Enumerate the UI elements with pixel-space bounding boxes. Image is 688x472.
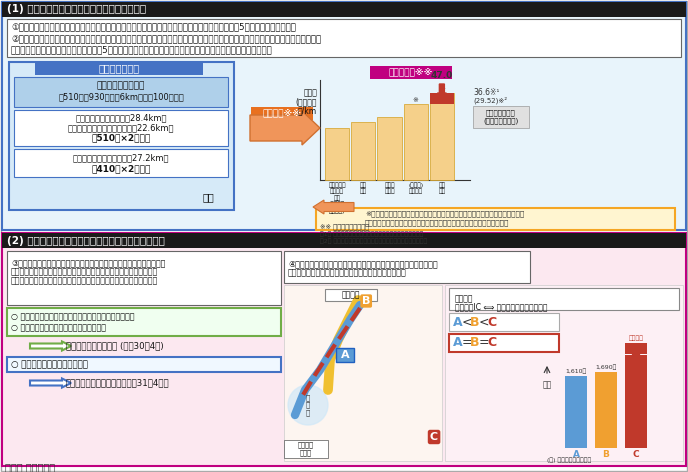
Text: ○ 大阪府道路公社・南阪奈有料道路及び堺泉北有料道路: ○ 大阪府道路公社・南阪奈有料道路及び堺泉北有料道路 [11, 312, 134, 321]
Text: =: = [462, 337, 473, 349]
FancyBboxPatch shape [7, 251, 281, 305]
FancyBboxPatch shape [595, 372, 617, 448]
FancyBboxPatch shape [625, 343, 647, 354]
FancyBboxPatch shape [430, 93, 454, 104]
FancyBboxPatch shape [284, 440, 328, 458]
FancyBboxPatch shape [14, 110, 228, 146]
FancyBboxPatch shape [378, 117, 402, 180]
FancyArrow shape [438, 84, 447, 98]
Text: 西名
阪道: 西名 阪道 [360, 182, 367, 194]
Text: 阪神高速
環状線: 阪神高速 環状線 [298, 442, 314, 456]
Text: ②阪神高速については、関係自治体の提案を踏まえ、淀川左岸線延伸部及び大阪湾岸道路西伸部の整備に必要な財源確保の観点から、: ②阪神高速については、関係自治体の提案を踏まえ、淀川左岸線延伸部及び大阪湾岸道路… [11, 34, 321, 43]
FancyArrow shape [313, 200, 354, 214]
Text: ①料金水準を現行の高速自動車国道の大都市近郊区間を基本とする対距離制を導入し、車種区分を5車種区分に統一する。: ①料金水準を現行の高速自動車国道の大都市近郊区間を基本とする対距離制を導入し、車… [11, 23, 296, 32]
Text: 高速自動車国道
(大都市近郊区間): 高速自動車国道 (大都市近郊区間) [484, 110, 519, 124]
Text: 関係自治体の提案を踏まえ、様々な工夫を行いつつ、必要な料金を設定: 関係自治体の提案を踏まえ、様々な工夫を行いつつ、必要な料金を設定 [365, 219, 509, 226]
FancyArrow shape [30, 342, 71, 351]
FancyBboxPatch shape [325, 289, 377, 301]
Text: 引き下げ: 引き下げ [629, 336, 643, 341]
FancyBboxPatch shape [316, 208, 675, 230]
Text: (2) 管理主体の統一も含めた継ぎ目のない料金の実現: (2) 管理主体の統一も含めた継ぎ目のない料金の実現 [7, 236, 165, 245]
Text: 2,060円: 2,060円 [625, 348, 647, 354]
FancyBboxPatch shape [2, 2, 686, 17]
Text: ＜410円×2区間＞: ＜410円×2区間＞ [92, 165, 151, 174]
Text: C: C [430, 432, 438, 442]
Text: 阪神高速（阪神圏）: 阪神高速（阪神圏） [97, 82, 145, 91]
FancyBboxPatch shape [473, 106, 529, 128]
Text: 京都市に移管して無料に（平成31年4月）: 京都市に移管して無料に（平成31年4月） [66, 379, 170, 388]
FancyBboxPatch shape [404, 104, 428, 180]
Text: 近畿道
阪和道: 近畿道 阪和道 [384, 182, 395, 194]
Text: など: など [203, 192, 215, 202]
Text: 近畿道（吹田～松原）（28.4km）: 近畿道（吹田～松原）（28.4km） [75, 113, 166, 123]
FancyBboxPatch shape [7, 19, 681, 57]
Text: B: B [603, 450, 610, 459]
FancyBboxPatch shape [7, 308, 281, 336]
Text: =: = [479, 337, 490, 349]
FancyArrow shape [250, 111, 320, 145]
FancyBboxPatch shape [2, 233, 686, 466]
Text: ※: ※ [413, 97, 418, 103]
Text: 有料道路事業について、事業費の概ね5割を確保するために、様々な工夫を行いつつ、必要な料金を設定する。: 有料道路事業について、事業費の概ね5割を確保するために、様々な工夫を行いつつ、必… [11, 45, 272, 54]
FancyArrow shape [630, 354, 641, 369]
Text: A: A [341, 350, 350, 360]
FancyBboxPatch shape [370, 66, 452, 79]
Text: 第二
京阪: 第二 京阪 [438, 182, 445, 194]
FancyBboxPatch shape [449, 288, 679, 310]
Text: 47.0: 47.0 [431, 71, 453, 80]
Text: <: < [462, 315, 473, 329]
Text: 枚方学研: 枚方学研 [342, 290, 361, 300]
Text: 点から、地方の意向を踏まえ、高速道路会社での一元的管理を行う。: 点から、地方の意向を踏まえ、高速道路会社での一元的管理を行う。 [11, 276, 158, 285]
Text: 資料） 国土交通省: 資料） 国土交通省 [5, 462, 55, 472]
Text: B: B [362, 296, 370, 306]
Text: (注) 料金は普通車の場合: (注) 料金は普通車の場合 [547, 457, 591, 463]
FancyBboxPatch shape [351, 122, 376, 180]
Text: ○ 阪神高速・京都線の油小路線・斜久世橋: ○ 阪神高速・京都線の油小路線・斜久世橋 [11, 323, 106, 332]
Text: ○ 阪神高速・京都線の新十条通: ○ 阪神高速・京都線の新十条通 [11, 360, 88, 369]
Text: 路公社等の管理となっている区間は、合理的・効率的な管理を行う観: 路公社等の管理となっている区間は、合理的・効率的な管理を行う観 [11, 267, 158, 276]
Text: (全線利用: (全線利用 [296, 97, 317, 106]
Text: 36.6※¹: 36.6※¹ [473, 88, 499, 97]
Text: 阪和道（松原～岸和田和泉）（22.6km）: 阪和道（松原～岸和田和泉）（22.6km） [67, 124, 174, 133]
FancyBboxPatch shape [284, 285, 442, 461]
Text: ④大阪及び神戸都心部への流入に関して、交通分散の観点から、経路: ④大阪及び神戸都心部への流入に関して、交通分散の観点から、経路 [288, 259, 438, 268]
Text: 整理・統一※※: 整理・統一※※ [389, 68, 433, 77]
Text: (阪神圏)
阪神高速: (阪神圏) 阪神高速 [408, 182, 423, 194]
Text: C: C [487, 315, 496, 329]
Text: 対距離化※※: 対距離化※※ [263, 109, 301, 118]
Text: 均一料金区間等: 均一料金区間等 [98, 64, 140, 74]
Text: ＜510円×2区間＞: ＜510円×2区間＞ [92, 134, 151, 143]
FancyBboxPatch shape [2, 2, 686, 230]
FancyBboxPatch shape [430, 93, 454, 180]
Text: A: A [572, 450, 579, 459]
Text: <: < [479, 315, 489, 329]
Text: A: A [453, 337, 462, 349]
FancyBboxPatch shape [625, 355, 647, 448]
FancyBboxPatch shape [14, 149, 228, 177]
Text: A: A [453, 315, 462, 329]
FancyBboxPatch shape [565, 376, 587, 448]
FancyBboxPatch shape [7, 357, 281, 372]
Text: 注2） 消費税及びターミナルチャージを除いた場合の料金水準: 注2） 消費税及びターミナルチャージを除いた場合の料金水準 [320, 238, 427, 244]
FancyBboxPatch shape [325, 128, 350, 180]
Text: B: B [470, 337, 480, 349]
FancyBboxPatch shape [35, 62, 203, 75]
FancyBboxPatch shape [284, 251, 530, 283]
Text: ※　淀川左岸線延伸部及び大阪湾岸道路西伸部の整備に必要な財源確保のため、: ※ 淀川左岸線延伸部及び大阪湾岸道路西伸部の整備に必要な財源確保のため、 [365, 211, 524, 217]
Text: 西名阪道（天理～松原）（27.2km）: 西名阪道（天理～松原）（27.2km） [73, 153, 169, 162]
FancyBboxPatch shape [9, 62, 234, 210]
FancyArrow shape [30, 379, 71, 388]
Text: 名神・中国
自動車道
など
(一大都市
近郊区間): 名神・中国 自動車道 など (一大都市 近郊区間) [328, 182, 346, 214]
FancyBboxPatch shape [251, 107, 313, 120]
Text: ※: ※ [439, 86, 445, 92]
FancyBboxPatch shape [336, 348, 354, 362]
Text: 円/km: 円/km [298, 106, 317, 115]
FancyBboxPatch shape [2, 233, 686, 248]
Text: (29.52)※²: (29.52)※² [473, 97, 507, 104]
Text: 料金: 料金 [542, 380, 552, 389]
FancyBboxPatch shape [445, 285, 683, 461]
Text: C: C [633, 450, 639, 459]
Text: ネクスコ西日本に移管 (平成30年4月): ネクスコ西日本に移管 (平成30年4月) [66, 342, 164, 351]
FancyBboxPatch shape [14, 77, 228, 107]
